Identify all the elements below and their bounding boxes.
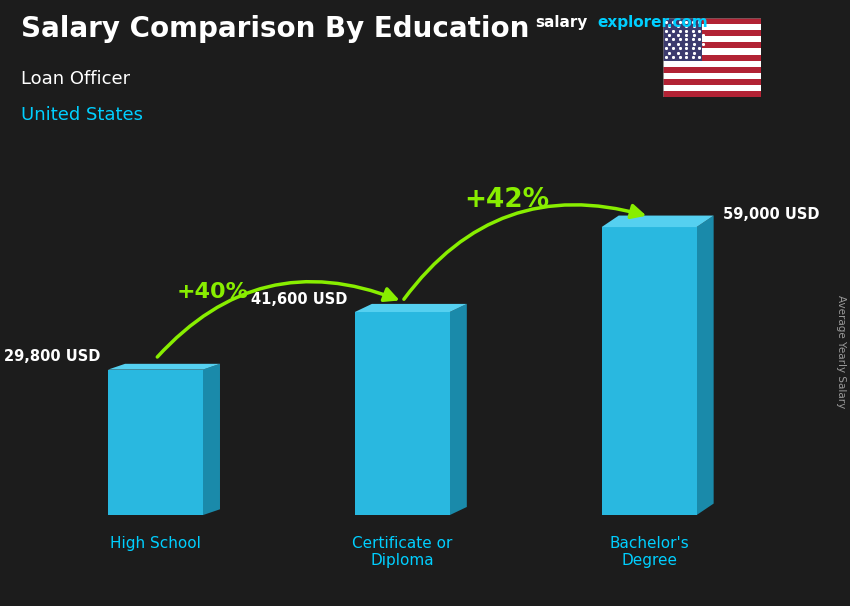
Text: Salary Comparison By Education: Salary Comparison By Education: [21, 15, 530, 43]
Text: salary: salary: [536, 15, 588, 30]
Text: Loan Officer: Loan Officer: [21, 70, 130, 88]
Text: Average Yearly Salary: Average Yearly Salary: [836, 295, 846, 408]
Bar: [602, 227, 696, 515]
Text: explorer.com: explorer.com: [598, 15, 708, 30]
Polygon shape: [354, 304, 467, 312]
Bar: [663, 48, 761, 55]
Bar: [663, 18, 761, 24]
Bar: [354, 312, 450, 515]
Bar: [663, 73, 761, 79]
Text: 41,600 USD: 41,600 USD: [251, 291, 347, 307]
Bar: [663, 61, 761, 67]
Polygon shape: [602, 216, 714, 227]
Bar: [663, 36, 761, 42]
Bar: [663, 85, 761, 91]
Text: United States: United States: [21, 106, 144, 124]
Polygon shape: [696, 216, 714, 515]
Bar: [663, 55, 761, 61]
Bar: [663, 91, 761, 97]
Bar: [663, 67, 761, 73]
Bar: [663, 18, 702, 61]
Polygon shape: [203, 364, 220, 515]
Bar: [663, 42, 761, 48]
Text: 29,800 USD: 29,800 USD: [4, 349, 100, 364]
Bar: [663, 30, 761, 36]
Text: +42%: +42%: [464, 187, 549, 213]
Bar: [663, 24, 761, 30]
Text: +40%: +40%: [177, 282, 248, 302]
Text: 59,000 USD: 59,000 USD: [723, 207, 819, 222]
Bar: [663, 79, 761, 85]
Polygon shape: [450, 304, 467, 515]
Bar: [108, 370, 203, 515]
Polygon shape: [108, 364, 220, 370]
